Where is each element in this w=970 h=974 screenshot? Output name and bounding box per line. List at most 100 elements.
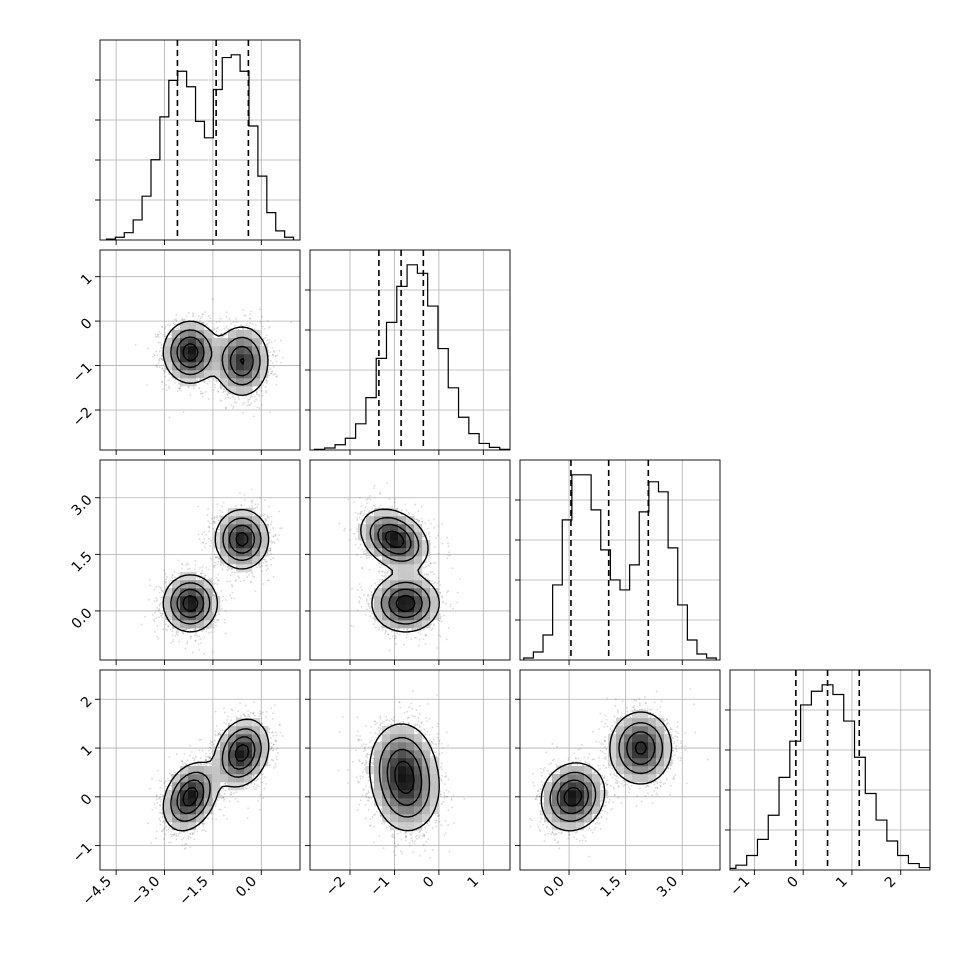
pair-panel-2-1-point	[168, 387, 170, 389]
pair-panel-2-1-point	[260, 387, 262, 389]
pair-panel-3-1-point	[159, 592, 161, 594]
pair-panel-2-1-point	[264, 337, 266, 339]
pair-panel-2-1-point	[209, 381, 211, 383]
pair-panel-2-1-point	[228, 318, 230, 320]
pair-panel-3-1-point	[184, 648, 186, 650]
pair-panel-2-1-point	[266, 382, 268, 384]
pair-panel-2-1-density-cell	[212, 362, 220, 370]
pair-panel-3-1-point	[225, 632, 227, 634]
pair-panel-3-1-point	[256, 567, 258, 569]
pair-panel-2-1-point	[181, 318, 183, 320]
pair-panel-2-1-point	[162, 326, 164, 328]
pair-panel-2-1-point	[234, 324, 236, 326]
pair-panel-3-1-point	[195, 632, 197, 634]
pair-panel-3-1-point	[156, 607, 158, 609]
pair-panel-3-1-point	[270, 529, 272, 531]
pair-panel-2-1-point	[223, 388, 225, 390]
pair-panel-3-1-point	[160, 587, 162, 589]
pair-panel-3-1-point	[219, 510, 221, 512]
pair-panel-3-1-point	[202, 631, 204, 633]
pair-panel-2-1	[100, 250, 300, 450]
pair-panel-2-1-point	[269, 326, 271, 328]
pair-panel-3-1-point	[268, 579, 270, 581]
pair-panel-3-1-point	[155, 586, 157, 588]
pair-panel-2-1-point	[254, 400, 256, 402]
pair-panel-2-1-point	[268, 339, 270, 341]
pair-panel-3-1-point	[153, 589, 155, 591]
pair-panel-2-1-point	[212, 298, 214, 300]
pair-panel-2-1-point	[174, 382, 176, 384]
pair-panel-2-1-point	[274, 355, 276, 357]
pair-panel-2-1-point	[260, 331, 262, 333]
pair-panel-2-1-density-cell	[188, 346, 196, 354]
pair-panel-2-1-point	[164, 328, 166, 330]
pair-panel-2-1-point	[152, 356, 154, 358]
pair-panel-2-1-point	[276, 361, 278, 363]
pair-panel-2-1-point	[223, 336, 225, 338]
pair-panel-2-1-point	[269, 352, 271, 354]
pair-panel-3-1-point	[166, 630, 168, 632]
pair-panel-3-1-point	[222, 595, 224, 597]
pair-panel-2-1-point	[260, 390, 262, 392]
pair-panel-2-1-point	[251, 396, 253, 398]
pair-panel-2-1-point	[173, 323, 175, 325]
pair-panel-3-1-point	[149, 579, 151, 581]
pair-panel-2-1-point	[156, 366, 158, 368]
pair-panel-3-1-point	[224, 622, 226, 624]
pair-panel-3-1-point	[215, 577, 217, 579]
pair-panel-2-1-point	[200, 391, 202, 393]
pair-panel-3-1-point	[251, 502, 253, 504]
pair-panel-2-1-point	[165, 332, 167, 334]
pair-panel-2-1-point	[164, 371, 166, 373]
pair-panel-2-1-point	[165, 376, 167, 378]
pair-panel-2-1-point	[256, 393, 258, 395]
pair-panel-2-1-point	[175, 318, 177, 320]
hist-panel-4-xtick-label: 2	[882, 874, 900, 892]
pair-panel-3-1-point	[259, 497, 261, 499]
pair-panel-2-1-point	[165, 384, 167, 386]
pair-panel-2-1-point	[274, 340, 276, 342]
pair-panel-2-1-density-cell	[172, 346, 180, 354]
pair-panel-3-1-point	[190, 636, 192, 638]
pair-panel-3-1-point	[178, 573, 180, 575]
pair-panel-2-1-point	[156, 354, 158, 356]
pair-panel-3-1-point	[212, 583, 214, 585]
pair-panel-2-1-density-cell	[172, 370, 180, 378]
pair-panel-3-1-point	[172, 639, 174, 641]
pair-panel-3-1-point	[155, 597, 157, 599]
pair-panel-2-1-point	[249, 322, 251, 324]
pair-panel-3-1-point	[162, 628, 164, 630]
pair-panel-3-1-point	[174, 635, 176, 637]
pair-panel-3-1-point	[162, 617, 164, 619]
pair-panel-2-1-point	[266, 340, 268, 342]
pair-panel-2-1-point	[273, 366, 275, 368]
pair-panel-2-1-point	[214, 329, 216, 331]
pair-panel-2-1-point	[155, 336, 157, 338]
pair-panel-2-1-point	[158, 362, 160, 364]
pair-panel-2-1-point	[162, 334, 164, 336]
pair-panel-3-1-point	[223, 564, 225, 566]
pair-panel-3-1-point	[181, 568, 183, 570]
pair-panel-2-1-point	[270, 360, 272, 362]
pair-panel-2-1-point	[135, 344, 137, 346]
pair-panel-3-1-point	[154, 631, 156, 633]
pair-panel-3-1-point	[158, 609, 160, 611]
pair-panel-2-1-point	[213, 378, 215, 380]
pair-panel-2-1-point	[250, 318, 252, 320]
pair-panel-2-1-point	[248, 325, 250, 327]
pair-panel-2-1-point	[199, 320, 201, 322]
pair-panel-3-1-point	[214, 582, 216, 584]
pair-panel-3-1-point	[197, 643, 199, 645]
pair-panel-3-1-point	[254, 503, 256, 505]
pair-panel-2-1-point	[232, 407, 234, 409]
pair-panel-3-1-point	[222, 600, 224, 602]
pair-panel-2-1-point	[216, 321, 218, 323]
pair-panel-3-1-point	[189, 568, 191, 570]
pair-panel-2-1-point	[175, 314, 177, 316]
pair-panel-2-1-point	[258, 395, 260, 397]
pair-panel-3-1-point	[156, 617, 158, 619]
pair-panel-3-1-point	[197, 635, 199, 637]
pair-panel-2-1-point	[266, 334, 268, 336]
pair-panel-2-1-point	[209, 320, 211, 322]
pair-panel-2-1-density-cell	[212, 346, 220, 354]
